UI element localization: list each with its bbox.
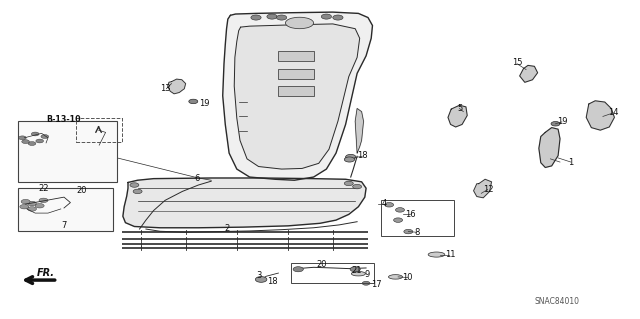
Text: 17: 17 (371, 280, 381, 289)
Circle shape (396, 208, 404, 212)
Bar (18, 121, 117, 182)
Text: 13: 13 (160, 84, 170, 93)
Polygon shape (448, 105, 467, 127)
Polygon shape (234, 24, 360, 169)
Text: 12: 12 (483, 185, 493, 194)
Circle shape (19, 136, 26, 140)
Circle shape (333, 15, 343, 20)
Circle shape (41, 135, 49, 138)
Text: B-13-10: B-13-10 (47, 115, 81, 124)
Circle shape (28, 142, 36, 145)
Circle shape (267, 14, 277, 19)
Text: 11: 11 (445, 250, 455, 259)
Ellipse shape (285, 17, 314, 29)
Polygon shape (355, 108, 364, 153)
Circle shape (21, 199, 30, 204)
Text: 8: 8 (414, 228, 419, 237)
Text: 20: 20 (77, 186, 87, 195)
Bar (278, 69, 314, 79)
Bar (18, 188, 113, 231)
Bar (278, 51, 314, 61)
Polygon shape (520, 65, 538, 82)
Circle shape (276, 15, 287, 20)
Circle shape (35, 204, 44, 208)
Circle shape (353, 184, 362, 189)
Circle shape (251, 15, 261, 20)
Text: 3: 3 (257, 271, 262, 280)
Bar (291, 263, 374, 283)
Circle shape (189, 99, 198, 104)
Text: 21: 21 (351, 266, 362, 275)
Text: 2: 2 (225, 224, 230, 233)
Bar (76, 118, 122, 142)
Polygon shape (123, 178, 366, 228)
Text: 4: 4 (382, 199, 387, 208)
Polygon shape (168, 79, 186, 94)
Text: 1: 1 (568, 158, 573, 167)
Polygon shape (474, 179, 492, 198)
Circle shape (20, 204, 29, 209)
Circle shape (28, 201, 36, 206)
Text: 15: 15 (512, 58, 522, 67)
Circle shape (36, 139, 44, 143)
Text: 19: 19 (557, 117, 567, 126)
Circle shape (321, 14, 332, 19)
Polygon shape (539, 128, 560, 167)
Text: SNAC84010: SNAC84010 (534, 297, 579, 306)
Text: 18: 18 (357, 151, 367, 160)
Circle shape (22, 140, 29, 144)
Circle shape (551, 122, 560, 126)
Text: 14: 14 (608, 108, 618, 117)
Polygon shape (223, 12, 372, 180)
Circle shape (133, 189, 142, 194)
Circle shape (362, 281, 370, 285)
Circle shape (404, 229, 413, 234)
Text: 10: 10 (403, 273, 413, 282)
Text: 6: 6 (195, 174, 200, 183)
Text: 20: 20 (316, 260, 326, 269)
Circle shape (28, 207, 36, 211)
Circle shape (255, 277, 267, 282)
Circle shape (385, 203, 394, 207)
Circle shape (394, 218, 403, 222)
Circle shape (350, 267, 360, 272)
Bar (278, 86, 314, 96)
Bar (381, 200, 454, 236)
Text: 16: 16 (405, 210, 415, 219)
Polygon shape (586, 101, 614, 130)
Ellipse shape (428, 252, 445, 257)
Circle shape (130, 183, 139, 187)
Circle shape (346, 154, 356, 160)
Text: 18: 18 (267, 277, 277, 286)
Circle shape (344, 157, 355, 162)
Circle shape (39, 198, 48, 203)
Text: 22: 22 (38, 184, 49, 193)
Circle shape (31, 132, 39, 136)
Ellipse shape (351, 271, 365, 276)
Circle shape (293, 267, 303, 272)
Text: 19: 19 (200, 99, 210, 108)
Circle shape (344, 181, 353, 186)
Text: 9: 9 (364, 270, 369, 279)
Text: 5: 5 (457, 104, 462, 113)
Ellipse shape (388, 275, 403, 279)
Text: FR.: FR. (37, 268, 55, 278)
Text: 7: 7 (61, 221, 67, 230)
